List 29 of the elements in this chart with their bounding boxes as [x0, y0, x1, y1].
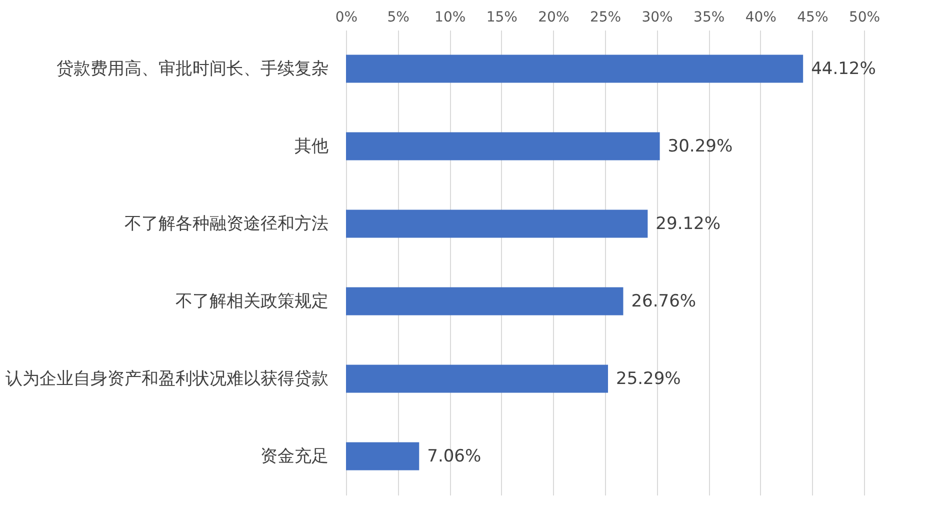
x-tick-label: 50% — [848, 10, 880, 26]
y-tick-label: 不了解相关政策规定 — [176, 291, 328, 312]
bar — [346, 132, 660, 160]
data-label: 44.12% — [811, 58, 876, 79]
x-tick-label: 45% — [797, 10, 828, 26]
x-tick-label: 5% — [387, 10, 410, 26]
bar — [346, 364, 608, 393]
bar — [346, 442, 420, 470]
x-tick-label: 35% — [694, 10, 725, 26]
x-tick-label: 25% — [590, 10, 622, 26]
bar — [346, 287, 624, 316]
bar — [346, 54, 804, 83]
y-tick-label: 资金充足 — [260, 446, 328, 466]
x-tick-label: 15% — [486, 10, 518, 26]
data-label: 26.76% — [631, 291, 696, 312]
y-tick-label: 其他 — [294, 136, 328, 156]
x-tick-label: 30% — [642, 10, 673, 26]
x-tick-label: 20% — [538, 10, 570, 26]
x-tick-label: 0% — [335, 10, 358, 26]
x-tick-label: 40% — [745, 10, 776, 26]
data-label: 29.12% — [656, 214, 721, 234]
bar — [346, 210, 648, 238]
data-label: 30.29% — [668, 136, 733, 156]
y-tick-label: 不了解各种融资途径和方法 — [124, 214, 328, 234]
x-tick-label: 10% — [434, 10, 466, 26]
y-tick-label: 贷款费用高、审批时间长、手续复杂 — [56, 58, 328, 79]
data-label: 25.29% — [616, 368, 681, 389]
data-label: 7.06% — [427, 446, 482, 466]
y-tick-label: 认为企业自身资产和盈利状况难以获得贷款 — [6, 368, 328, 389]
